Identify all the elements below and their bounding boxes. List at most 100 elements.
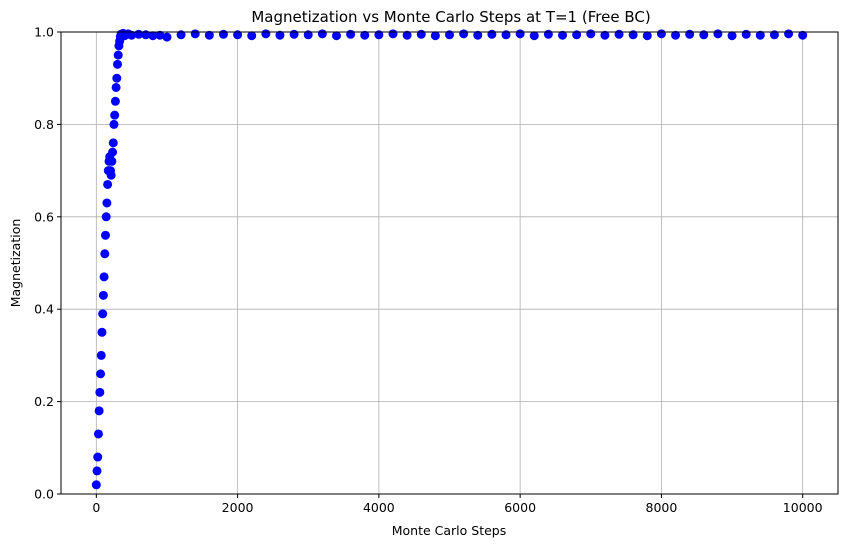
- data-point: [112, 73, 122, 83]
- data-point: [96, 369, 106, 379]
- data-point: [289, 29, 299, 39]
- data-point: [94, 406, 104, 416]
- data-point: [95, 387, 105, 397]
- data-point: [103, 179, 113, 189]
- data-point: [317, 29, 327, 39]
- data-point: [110, 96, 120, 106]
- x-axis-label: Monte Carlo Steps: [392, 523, 507, 538]
- data-point: [107, 156, 117, 166]
- data-point: [96, 350, 106, 360]
- chart-title: Magnetization vs Monte Carlo Steps at T=…: [251, 8, 650, 26]
- data-point: [360, 30, 370, 40]
- data-point: [558, 30, 568, 40]
- data-point: [93, 429, 103, 439]
- data-point: [101, 212, 111, 222]
- data-point: [515, 29, 525, 39]
- data-point: [111, 82, 121, 92]
- data-point: [113, 50, 123, 60]
- data-point: [586, 29, 596, 39]
- data-point: [727, 31, 737, 41]
- x-tick-label: 8000: [646, 500, 678, 515]
- data-point: [141, 30, 151, 40]
- data-point: [628, 30, 638, 40]
- y-tick-label: 0.8: [34, 117, 54, 132]
- data-point: [101, 230, 110, 240]
- data-point: [91, 480, 101, 490]
- data-point: [487, 29, 497, 39]
- x-axis-ticks: 0 2000 4000 6000 8000 10000: [92, 494, 823, 515]
- x-tick-label: 10000: [783, 500, 823, 515]
- data-point: [741, 29, 751, 39]
- data-point: [459, 29, 469, 39]
- x-tick-label: 2000: [222, 500, 254, 515]
- y-tick-label: 0.6: [34, 209, 54, 224]
- data-point: [148, 31, 158, 41]
- data-point: [127, 30, 137, 40]
- data-point: [529, 31, 539, 41]
- data-point: [162, 32, 172, 42]
- grid: [61, 31, 838, 495]
- data-point: [98, 309, 108, 319]
- data-point: [92, 466, 102, 476]
- data-point: [416, 29, 426, 39]
- data-point: [331, 31, 341, 41]
- data-point: [699, 30, 709, 40]
- y-tick-label: 1.0: [34, 25, 54, 40]
- data-point: [402, 30, 412, 40]
- x-tick-label: 4000: [363, 500, 395, 515]
- data-point: [176, 30, 186, 40]
- data-point: [190, 29, 200, 39]
- data-point: [430, 31, 440, 41]
- data-point: [445, 30, 454, 40]
- data-point: [685, 29, 695, 39]
- data-point: [784, 29, 794, 39]
- x-tick-label: 0: [92, 500, 100, 515]
- data-point: [614, 29, 624, 39]
- data-point: [108, 147, 118, 157]
- data-point: [600, 30, 610, 40]
- y-tick-label: 0.4: [34, 302, 54, 317]
- data-point: [473, 30, 483, 40]
- data-point: [388, 29, 398, 39]
- data-point: [110, 110, 120, 120]
- data-point: [642, 31, 652, 41]
- data-point: [755, 30, 765, 40]
- data-point: [108, 138, 118, 148]
- data-point: [218, 29, 228, 39]
- data-point: [100, 249, 110, 259]
- plot-frame: [60, 31, 839, 495]
- y-tick-label: 0.2: [34, 394, 54, 409]
- data-point: [275, 30, 285, 40]
- data-point: [656, 29, 666, 39]
- data-point: [113, 59, 123, 69]
- data-point: [98, 290, 108, 300]
- data-point: [99, 272, 109, 282]
- data-point: [155, 30, 165, 40]
- data-point: [97, 327, 107, 337]
- data-point: [204, 30, 214, 40]
- data-point: [346, 29, 356, 39]
- data-point: [713, 29, 723, 39]
- data-point: [501, 30, 511, 40]
- data-point: [106, 170, 116, 180]
- data-point: [671, 30, 681, 40]
- data-point: [374, 30, 384, 40]
- data-point: [102, 198, 112, 208]
- y-axis-ticks: 0.0 0.2 0.4 0.6 0.8 1.0: [34, 25, 61, 502]
- data-point: [93, 452, 103, 462]
- data-point: [769, 30, 779, 40]
- data-point: [303, 30, 313, 40]
- data-points: [91, 28, 808, 490]
- data-point: [543, 29, 553, 39]
- data-point: [572, 30, 582, 40]
- data-point: [261, 29, 271, 39]
- data-point: [247, 31, 257, 41]
- y-tick-label: 0.0: [34, 487, 54, 502]
- data-point: [233, 30, 243, 40]
- data-point: [798, 30, 808, 40]
- y-axis-label: Magnetization: [8, 219, 23, 308]
- data-point: [109, 119, 119, 129]
- x-tick-label: 6000: [504, 500, 536, 515]
